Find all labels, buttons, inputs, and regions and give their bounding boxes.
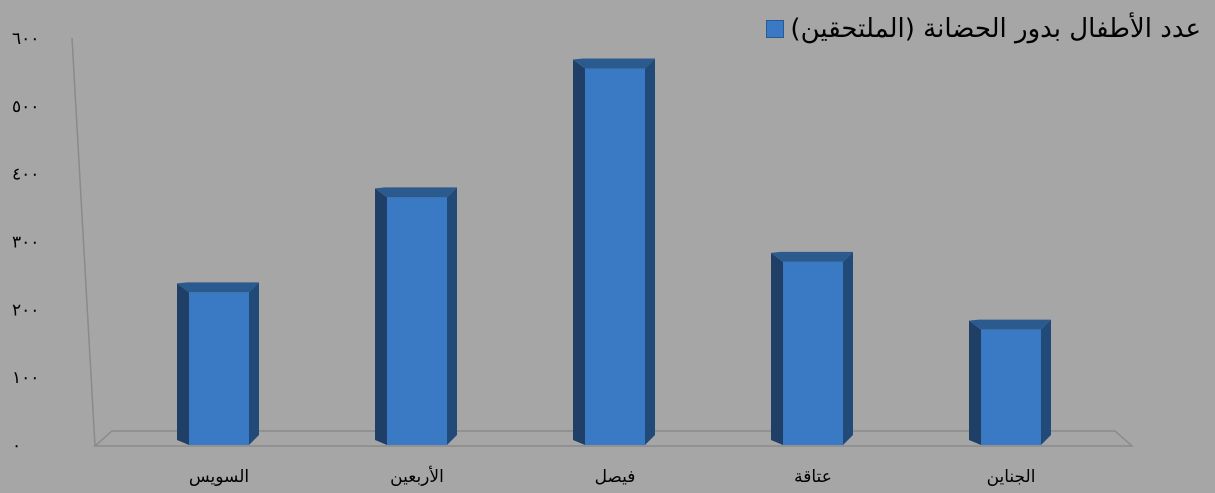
bar-side: [969, 320, 981, 445]
bar-side: [771, 252, 783, 445]
x-tick-label: السويس: [189, 467, 249, 487]
bar-right-side: [249, 282, 259, 445]
bar-top: [375, 187, 457, 198]
bar: [585, 68, 645, 446]
x-tick-label: الجناين: [987, 467, 1036, 487]
legend: عدد الأطفال بدور الحضانة (الملتحقين): [766, 14, 1201, 44]
bar: [783, 261, 843, 445]
legend-swatch: [766, 20, 785, 38]
bar-side: [375, 188, 387, 446]
bar-right-side: [645, 58, 655, 446]
x-tick-label: الأربعين: [390, 466, 444, 487]
bar-right-side: [843, 251, 853, 445]
bar: [387, 197, 447, 445]
bar-top: [771, 251, 853, 262]
bar-side: [573, 59, 585, 446]
y-tick-label: ١٠٠: [12, 368, 39, 388]
bar: [981, 329, 1041, 445]
bar-right-side: [447, 187, 457, 446]
bar-side: [177, 283, 189, 445]
bar-top: [969, 319, 1051, 330]
bar: [189, 292, 249, 445]
y-tick-label: ٥٠٠: [12, 97, 39, 117]
x-tick-label: عتاقة: [794, 467, 832, 487]
bar-right-side: [1041, 319, 1051, 445]
bar-top: [573, 58, 655, 69]
bar-top: [177, 282, 259, 293]
y-tick-label: ٣٠٠: [12, 233, 39, 253]
y-tick-label: ٤٠٠: [12, 165, 39, 185]
y-tick-label: ٦٠٠: [12, 29, 39, 49]
y-tick-label: ٠: [12, 436, 21, 456]
y-tick-label: ٢٠٠: [12, 300, 39, 320]
axis-wall-line: [71, 37, 96, 447]
x-tick-label: فيصل: [595, 467, 636, 487]
legend-label: عدد الأطفال بدور الحضانة (الملتحقين): [790, 14, 1201, 44]
